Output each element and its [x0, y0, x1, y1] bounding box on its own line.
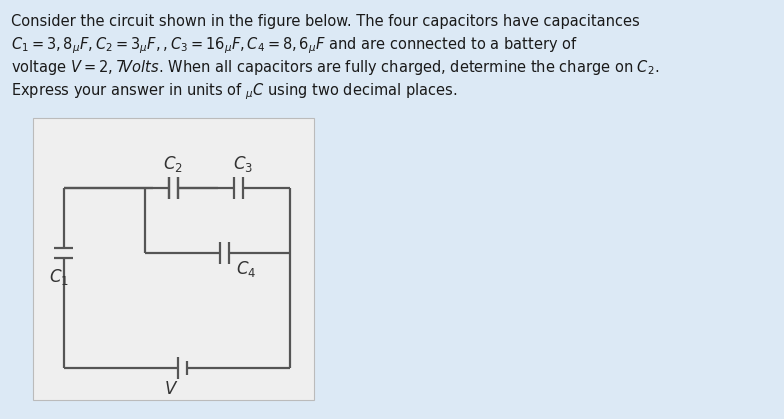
Text: voltage $V = 2, 7Volts$. When all capacitors are fully charged, determine the ch: voltage $V = 2, 7Volts$. When all capaci… [11, 58, 659, 77]
Text: $V$: $V$ [164, 380, 179, 398]
Text: $C_3$: $C_3$ [234, 154, 253, 174]
Text: $C_1 = 3, 8_{\mu}F, C_2 = 3_{\mu}F,, C_3 = 16_{\mu}F, C_4 = 8, 6_{\mu}F$ and are: $C_1 = 3, 8_{\mu}F, C_2 = 3_{\mu}F,, C_3… [11, 35, 578, 56]
Text: Express your answer in units of $_{\mu}C$ using two decimal places.: Express your answer in units of $_{\mu}C… [11, 81, 458, 101]
Text: Consider the circuit shown in the figure below. The four capacitors have capacit: Consider the circuit shown in the figure… [11, 14, 640, 29]
FancyBboxPatch shape [33, 118, 314, 400]
Text: $C_2$: $C_2$ [163, 154, 183, 174]
Text: $C_1$: $C_1$ [49, 267, 69, 287]
Text: $C_4$: $C_4$ [236, 259, 256, 279]
